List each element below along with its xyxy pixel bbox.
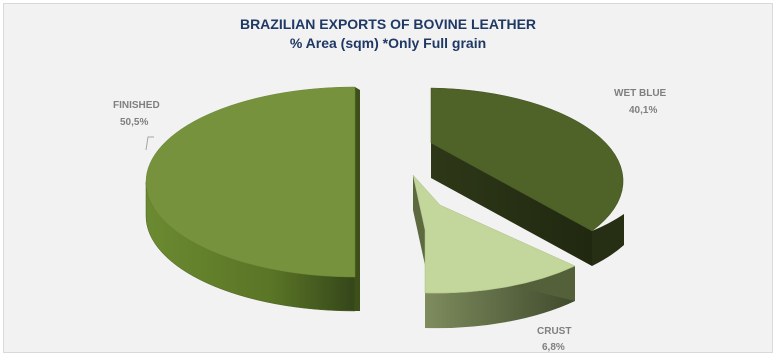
label-finished-name: FINISHED <box>113 100 160 111</box>
chart-subtitle: % Area (sqm) *Only Full grain <box>289 35 487 51</box>
slice-wet-blue <box>430 87 624 266</box>
label-wet-blue-value: 40,1% <box>629 105 657 116</box>
slice-crust <box>412 174 576 329</box>
label-wet-blue-name: WET BLUE <box>614 88 667 99</box>
label-finished-value: 50,5% <box>120 117 148 128</box>
label-crust-name: CRUST <box>537 326 571 337</box>
label-crust-value: 6,8% <box>542 342 565 353</box>
chart-title: BRAZILIAN EXPORTS OF BOVINE LEATHER <box>239 16 537 32</box>
slice-finished <box>145 86 360 312</box>
finished-leader-line <box>145 136 154 151</box>
chart-area: BRAZILIAN EXPORTS OF BOVINE LEATHER % Ar… <box>3 3 773 353</box>
